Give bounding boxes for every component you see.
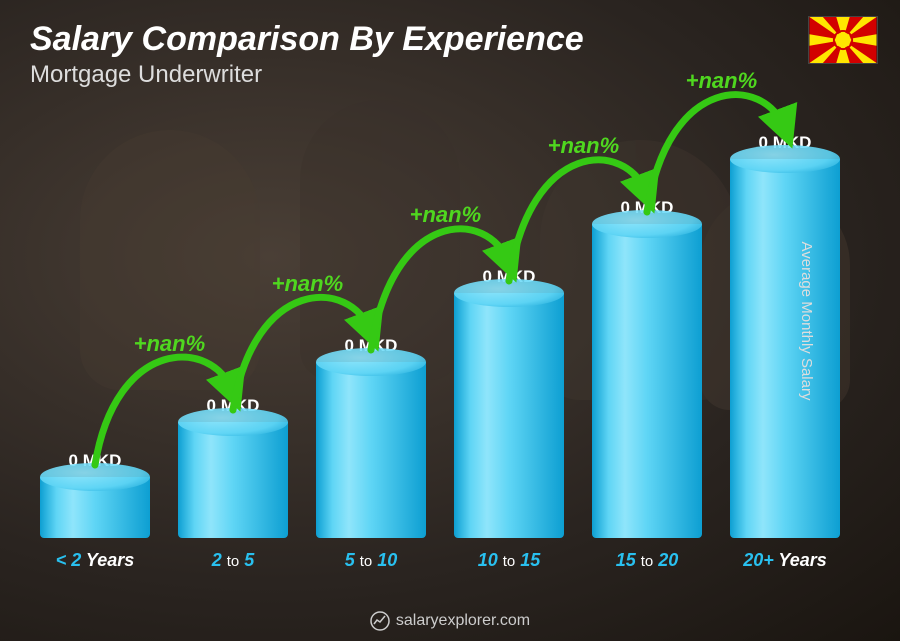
- increase-label: +nan%: [410, 202, 482, 228]
- chart-title: Salary Comparison By Experience: [30, 20, 870, 59]
- increase-label: +nan%: [548, 133, 620, 159]
- chart-container: Salary Comparison By Experience Mortgage…: [0, 0, 900, 641]
- logo-icon: [370, 611, 390, 631]
- increase-label: +nan%: [272, 271, 344, 297]
- chart-area: 0 MKD< 2 Years0 MKD2 to 50 MKD5 to 100 M…: [40, 110, 840, 571]
- increase-label: +nan%: [134, 331, 206, 357]
- footer-text: salaryexplorer.com: [396, 612, 530, 629]
- flag-icon: [808, 16, 878, 64]
- increase-label: +nan%: [686, 68, 758, 94]
- footer: salaryexplorer.com: [0, 611, 900, 631]
